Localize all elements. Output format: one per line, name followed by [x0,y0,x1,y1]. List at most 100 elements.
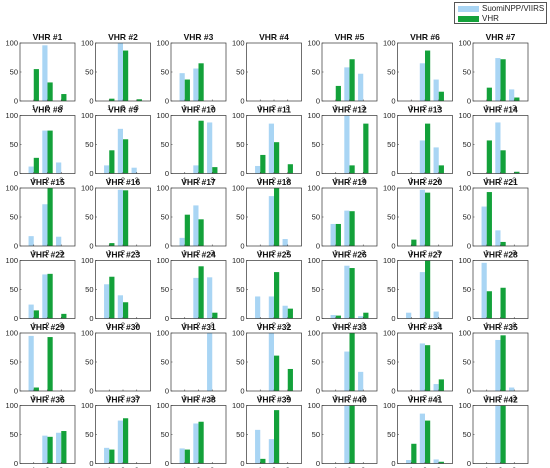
x-tick-label: 3 [512,321,516,330]
y-tick-label: 100 [5,256,18,265]
y-tick-label: 0 [89,387,93,396]
bar-vhr [438,379,444,391]
y-tick-label: 0 [89,169,93,178]
y-tick-label: 100 [458,39,471,48]
x-tick-label: 1 [258,466,262,468]
x-tick-label: 2 [423,393,427,402]
bar-vhr [274,355,280,391]
bar-vhr [425,345,431,391]
panel-7: VHR #7 1 2 3 0 50 100 [458,32,529,112]
bar-vhr [47,273,53,319]
bar-vhr [109,243,115,246]
x-tick-label: 1 [258,393,262,402]
panel-title: VHR #41 [408,395,443,405]
x-tick-label: 3 [512,176,516,185]
x-tick-label: 3 [361,176,365,185]
bar-suomi [344,67,350,101]
bar-suomi [268,296,274,319]
bar-suomi [56,432,62,464]
y-tick-label: 50 [10,213,18,222]
bar-vhr [274,410,280,464]
x-tick-label: 2 [45,248,49,257]
bar-vhr [514,171,520,174]
bar-vhr [349,165,355,174]
x-tick-label: 1 [334,248,338,257]
x-tick-label: 2 [196,176,200,185]
panel-title: VHR #14 [483,105,518,115]
y-tick-label: 50 [236,68,244,77]
bar-vhr [47,130,53,174]
y-tick-label: 50 [85,430,93,439]
y-tick-label: 0 [165,387,169,396]
x-tick-label: 1 [32,176,36,185]
bar-suomi [104,447,110,464]
x-tick-label: 1 [32,248,36,257]
bar-vhr [438,165,444,174]
x-tick-label: 2 [423,466,427,468]
bar-vhr [411,443,417,464]
x-tick-label: 1 [485,103,489,112]
y-tick-label: 100 [458,401,471,410]
x-tick-label: 1 [409,466,413,468]
bar-vhr [123,50,129,101]
bar-suomi [495,405,501,464]
y-tick-label: 100 [81,256,94,265]
panel-title: VHR #20 [408,177,443,187]
x-tick-label: 1 [183,176,187,185]
x-tick-label: 2 [423,321,427,330]
bar-vhr [349,211,355,246]
panel-title: VHR #28 [483,250,518,260]
bar-suomi [117,420,123,464]
bar-suomi [358,371,364,391]
y-tick-label: 100 [156,39,169,48]
legend-label-vhr: VHR [482,14,499,23]
x-tick-label: 3 [361,321,365,330]
x-tick-label: 3 [286,176,290,185]
y-tick-label: 50 [236,285,244,294]
bar-vhr [500,287,506,319]
x-tick-label: 3 [286,103,290,112]
bar-vhr [425,50,431,101]
y-tick-label: 0 [316,387,320,396]
x-tick-label: 3 [361,466,365,468]
panel-2: VHR #2 1 2 3 0 50 100 [81,32,151,112]
x-tick-label: 1 [485,393,489,402]
x-tick-label: 2 [196,466,200,468]
bar-vhr [109,449,115,464]
bar-suomi [42,204,48,246]
x-tick-label: 3 [59,466,63,468]
bar-vhr [260,458,266,464]
bar-vhr [33,157,39,174]
y-tick-label: 0 [89,97,93,106]
y-tick-label: 0 [89,314,93,323]
x-tick-label: 1 [107,393,111,402]
bar-suomi [481,206,487,246]
bar-suomi [56,236,62,246]
bar-vhr [335,223,341,246]
x-tick-label: 3 [135,176,139,185]
bar-vhr [335,315,341,319]
x-tick-label: 2 [196,248,200,257]
x-tick-label: 2 [347,393,351,402]
y-tick-label: 50 [85,358,93,367]
panel-title: VHR #18 [257,177,292,187]
x-tick-label: 3 [437,466,441,468]
y-tick-label: 100 [81,329,94,338]
bar-suomi [330,223,336,246]
panel-title: VHR #11 [257,105,291,115]
y-tick-label: 100 [383,111,396,120]
y-tick-label: 0 [391,97,395,106]
x-tick-label: 3 [59,321,63,330]
bar-vhr [47,82,53,101]
